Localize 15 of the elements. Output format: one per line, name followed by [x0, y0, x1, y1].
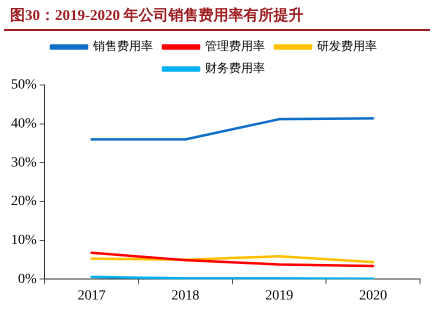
y-tick-label: 20%: [10, 194, 37, 210]
x-tick-label: 2018: [171, 288, 200, 304]
y-tick-label: 40%: [10, 116, 37, 132]
y-tick-label: 10%: [10, 233, 37, 248]
legend-label: 研发费用率: [317, 39, 377, 54]
y-tick-label: 50%: [10, 78, 37, 93]
chart-title: 图30：2019-2020 年公司销售费用率有所提升: [4, 0, 430, 31]
x-tick-label: 2020: [359, 288, 388, 304]
legend-label: 财务费用率: [205, 61, 265, 76]
y-tick-label: 30%: [10, 155, 37, 170]
legend-label: 销售费用率: [92, 39, 153, 54]
x-tick-label: 2017: [78, 288, 106, 304]
legend-label: 管理费用率: [205, 39, 265, 54]
y-tick-label: 0%: [18, 272, 37, 287]
x-tick-label: 2019: [265, 288, 294, 304]
